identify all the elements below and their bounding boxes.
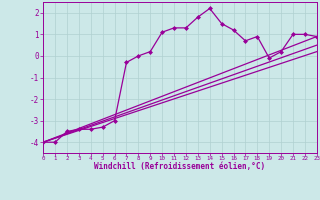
X-axis label: Windchill (Refroidissement éolien,°C): Windchill (Refroidissement éolien,°C) — [94, 162, 266, 171]
